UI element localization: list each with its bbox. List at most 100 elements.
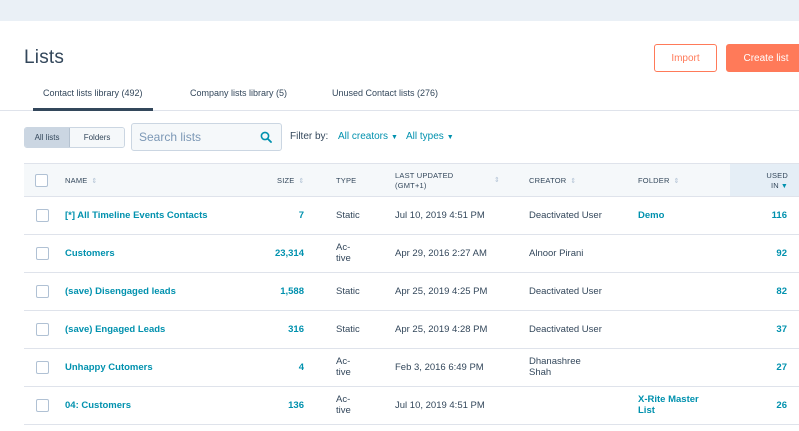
- list-last-updated: Apr 25, 2019 4:28 PM: [395, 324, 488, 335]
- column-label: IN: [770, 181, 779, 190]
- tab-contact-lists-library[interactable]: Contact lists library (492): [33, 88, 153, 111]
- list-folder-line: X-Rite Master: [638, 394, 699, 405]
- column-header-folder[interactable]: FOLDER ⇕: [638, 176, 680, 187]
- list-type: Static: [336, 324, 360, 335]
- list-type-line: Ac-: [336, 356, 351, 367]
- list-size-link[interactable]: 136: [288, 400, 304, 411]
- list-last-updated: Jul 10, 2019 4:51 PM: [395, 210, 485, 221]
- table-row[interactable]: Unhappy Cutomers 4 Ac-tive Feb 3, 2016 6…: [24, 349, 799, 387]
- list-size-link[interactable]: 1,588: [280, 286, 304, 297]
- list-name-link[interactable]: Unhappy Cutomers: [65, 362, 153, 373]
- filter-by-label: Filter by:: [290, 131, 329, 142]
- column-label-timezone: (GMT+1): [395, 181, 427, 190]
- list-size-link[interactable]: 4: [298, 362, 304, 373]
- list-type: Ac-tive: [336, 394, 351, 416]
- list-type-line: tive: [336, 253, 351, 264]
- column-label: CREATOR: [529, 176, 567, 185]
- type-filter-value: All types: [406, 131, 444, 142]
- list-used-in-count[interactable]: 26: [776, 400, 787, 411]
- create-list-button[interactable]: Create list: [726, 44, 799, 72]
- search-input[interactable]: [132, 124, 252, 150]
- list-creator: Deactivated User: [529, 286, 602, 297]
- search-icon[interactable]: [260, 131, 272, 143]
- sort-icon: ⇕: [570, 178, 577, 185]
- list-tabs: Contact lists library (492) Company list…: [0, 84, 799, 111]
- row-checkbox[interactable]: [36, 285, 49, 298]
- sorted-column-highlight: [730, 164, 799, 196]
- table-row[interactable]: (save) Disengaged leads 1,588 Static Apr…: [24, 273, 799, 311]
- top-navigation-strip: [0, 0, 799, 21]
- list-folder-link[interactable]: X-Rite Master List: [638, 394, 699, 416]
- creator-filter-value: All creators: [338, 131, 389, 142]
- row-checkbox[interactable]: [36, 209, 49, 222]
- column-header-name[interactable]: NAME ⇕: [65, 176, 98, 187]
- table-row[interactable]: [*] All Timeline Events Contacts 7 Stati…: [24, 197, 799, 235]
- all-lists-toggle-button[interactable]: All lists: [25, 128, 71, 147]
- list-name-link[interactable]: Customers: [65, 248, 115, 259]
- column-header-type[interactable]: TYPE: [336, 176, 356, 186]
- list-creator: Dhanashree Shah: [529, 356, 581, 378]
- column-label: USED: [766, 171, 788, 180]
- sort-icon: ⇕: [673, 178, 680, 185]
- sort-descending-icon: ▼: [780, 183, 788, 190]
- list-name-link[interactable]: 04: Customers: [65, 400, 131, 411]
- column-header-used-in[interactable]: USED IN ▼: [754, 171, 788, 192]
- list-creator-line: Dhanashree: [529, 356, 581, 367]
- column-label: FOLDER: [638, 176, 670, 185]
- tab-company-lists-library[interactable]: Company lists library (5): [190, 88, 288, 98]
- sort-icon: ⇕: [298, 178, 305, 185]
- list-name-link[interactable]: (save) Engaged Leads: [65, 324, 166, 335]
- table-row[interactable]: Customers 23,314 Ac-tive Apr 29, 2016 2:…: [24, 235, 799, 273]
- list-name-link[interactable]: [*] All Timeline Events Contacts: [65, 210, 208, 221]
- list-used-in-count[interactable]: 116: [771, 210, 787, 221]
- list-type: Static: [336, 286, 360, 297]
- list-creator: Alnoor Pirani: [529, 248, 584, 259]
- page-title: Lists: [24, 47, 65, 68]
- list-type-line: tive: [336, 367, 351, 378]
- list-used-in-count[interactable]: 37: [776, 324, 787, 335]
- list-size-link[interactable]: 7: [298, 210, 304, 221]
- column-label: TYPE: [336, 176, 357, 185]
- list-type-line: tive: [336, 405, 351, 416]
- list-creator: Deactivated User: [529, 210, 602, 221]
- import-button[interactable]: Import: [654, 44, 717, 72]
- sort-icon[interactable]: ⇕: [494, 177, 500, 184]
- table-row[interactable]: (save) Engaged Leads 316 Static Apr 25, …: [24, 311, 799, 349]
- chevron-down-icon: ▼: [391, 134, 398, 141]
- column-header-creator[interactable]: CREATOR ⇕: [529, 176, 576, 187]
- list-last-updated: Feb 3, 2016 6:49 PM: [395, 362, 484, 373]
- list-name-link[interactable]: (save) Disengaged leads: [65, 286, 176, 297]
- list-type-line: Ac-: [336, 242, 351, 253]
- list-size-link[interactable]: 316: [288, 324, 304, 335]
- list-folder-link[interactable]: Demo: [638, 210, 665, 221]
- row-checkbox[interactable]: [36, 361, 49, 374]
- select-all-checkbox[interactable]: [35, 174, 48, 187]
- column-header-last-updated[interactable]: LAST UPDATED (GMT+1): [395, 171, 453, 191]
- column-label: SIZE: [277, 176, 295, 185]
- list-last-updated: Jul 10, 2019 4:51 PM: [395, 400, 485, 411]
- list-used-in-count[interactable]: 92: [776, 248, 787, 259]
- chevron-down-icon: ▼: [446, 134, 454, 141]
- list-last-updated: Apr 29, 2016 2:27 AM: [395, 248, 487, 259]
- creator-filter-dropdown[interactable]: All creators ▼: [338, 131, 398, 142]
- list-type-line: Ac-: [336, 394, 351, 405]
- list-creator-line: Shah: [529, 367, 552, 378]
- column-header-size[interactable]: SIZE ⇕: [277, 176, 305, 187]
- list-last-updated: Apr 25, 2019 4:25 PM: [395, 286, 488, 297]
- list-size-link[interactable]: 23,314: [274, 248, 304, 259]
- row-checkbox[interactable]: [36, 399, 49, 412]
- list-type: Ac-tive: [336, 242, 351, 264]
- list-used-in-count[interactable]: 82: [776, 286, 787, 297]
- view-toggle: All lists Folders: [24, 127, 125, 148]
- list-folder-line: List: [638, 405, 655, 416]
- list-used-in-count[interactable]: 27: [776, 362, 787, 373]
- folders-toggle-button[interactable]: Folders: [70, 128, 124, 147]
- table-row[interactable]: 04: Customers 136 Ac-tive Jul 10, 2019 4…: [24, 387, 799, 425]
- list-creator: Deactivated User: [529, 324, 602, 335]
- row-checkbox[interactable]: [36, 323, 49, 336]
- row-checkbox[interactable]: [36, 247, 49, 260]
- search-box: [131, 123, 282, 151]
- list-type: Static: [336, 210, 360, 221]
- tab-unused-contact-lists[interactable]: Unused Contact lists (276): [332, 88, 439, 98]
- type-filter-dropdown[interactable]: All types ▼: [406, 131, 454, 142]
